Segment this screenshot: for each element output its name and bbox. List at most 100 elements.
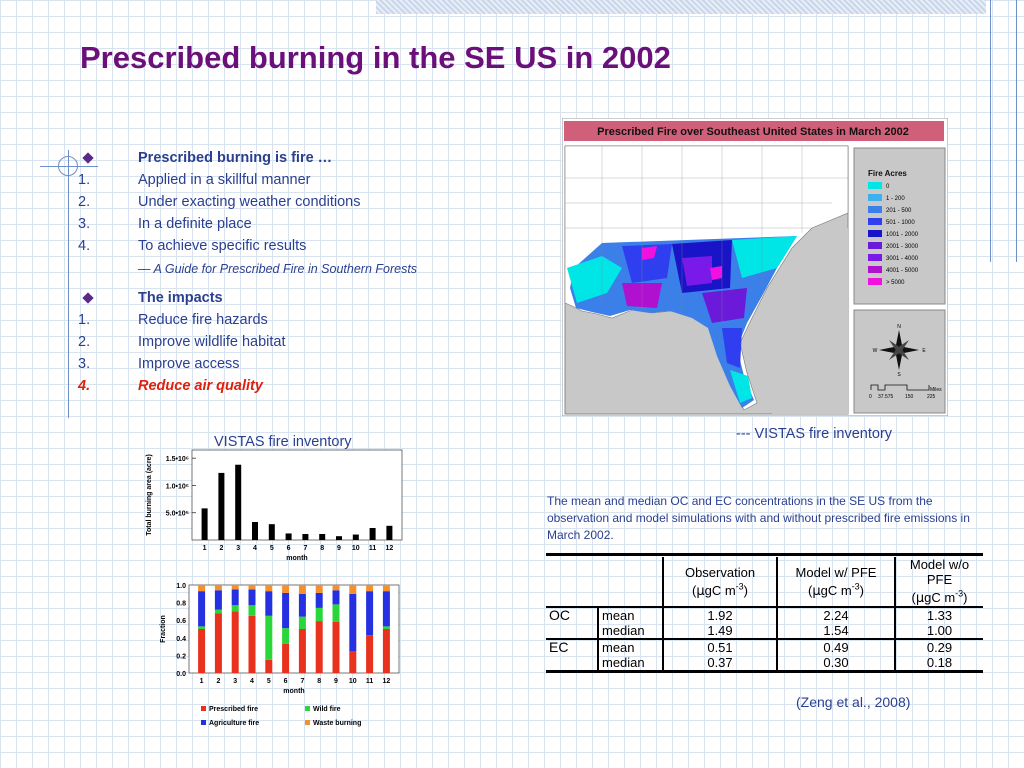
chart1-ytick-label: 1.5•10⁶ — [166, 456, 189, 463]
top-decoration-bar — [376, 0, 986, 14]
chart2-bar-segment — [231, 585, 239, 590]
unit-label: (μgC m-3) — [807, 581, 865, 599]
chart1-bar — [352, 534, 359, 540]
list-item: 3. Improve access — [72, 356, 492, 378]
legend-swatch — [868, 206, 882, 213]
chart1-bar — [302, 534, 309, 540]
chart2-bar-segment — [349, 651, 357, 673]
chart2-bar-segment — [214, 613, 222, 673]
chart1-bar — [336, 536, 342, 540]
chart2-xtick-label: 2 — [216, 678, 220, 685]
legend-swatch — [868, 194, 882, 201]
chart2-bar-segment — [332, 585, 340, 591]
legend-swatch — [868, 266, 882, 273]
caption-left: VISTAS fire inventory — [214, 434, 352, 450]
scale-tick-label: 225 — [927, 394, 936, 400]
chart1-bar — [201, 508, 208, 540]
bullet-list: Prescribed burning is fire … 1. Applied i… — [72, 150, 492, 400]
legend-swatch — [868, 230, 882, 237]
legend-label: 0 — [886, 184, 890, 190]
value-cell: 1.92 — [662, 607, 777, 624]
chart2-bar-segment — [248, 589, 256, 606]
chart2-xtick-label: 4 — [250, 678, 254, 685]
chart2-xtick-label: 1 — [200, 678, 204, 685]
col-observation: Observation (μgC m-3) — [662, 557, 777, 608]
value-cell: 1.54 — [776, 623, 895, 640]
list-text: Applied in a skillful manner — [138, 172, 311, 188]
chart2-xlabel: month — [283, 688, 304, 695]
chart2-bar-segment — [382, 626, 390, 629]
col-model-with: Model w/ PFE (μgC m-3) — [776, 557, 895, 608]
chart2-bar-segment — [282, 643, 290, 673]
chart2-bar-segment — [315, 585, 323, 593]
chart1-bar — [235, 464, 242, 540]
chart2-bar-segment — [366, 635, 374, 673]
col-model-without: Model w/o PFE (μgC m-3) — [894, 557, 983, 608]
legend-swatch — [868, 278, 882, 285]
stat-cell: median — [597, 623, 663, 640]
scale-unit: Miles — [930, 387, 942, 393]
table-row: median 0.37 0.30 0.18 — [546, 655, 983, 672]
page-title: Prescribed burning in the SE US in 2002 — [80, 40, 671, 75]
chart2-bar-segment — [282, 592, 290, 629]
scale-tick-label: 0 — [869, 394, 872, 400]
chart2-bar-segment — [214, 609, 222, 614]
list-number: 1. — [78, 312, 91, 328]
chart2-legend-swatch — [201, 706, 206, 711]
map-title: Prescribed Fire over Southeast United St… — [597, 126, 909, 138]
chart1-frame — [191, 449, 403, 541]
chart2-bar-segment — [265, 659, 273, 673]
group-cell: EC — [549, 639, 569, 656]
list-item: 2. Under exacting weather conditions — [72, 194, 492, 216]
chart2-bar-segment — [248, 615, 256, 673]
left-vertical-rule — [68, 150, 69, 418]
value-cell: 0.18 — [894, 655, 983, 672]
compass-w: W — [873, 348, 878, 354]
table-description: The mean and median OC and EC concentrat… — [547, 494, 970, 542]
compass-s: S — [897, 372, 901, 378]
list-text: Reduce fire hazards — [138, 312, 268, 328]
stat-cell: median — [597, 655, 663, 672]
chart2-xtick-label: 9 — [334, 678, 338, 685]
chart2-bar-segment — [349, 585, 357, 594]
legend-swatch — [868, 242, 882, 249]
chart2-xtick-label: 6 — [284, 678, 288, 685]
legend-label: 501 - 1000 — [886, 220, 915, 226]
list-number: 3. — [78, 356, 91, 372]
scale-bar — [870, 384, 930, 391]
list-item: 2. Improve wildlife habitat — [72, 334, 492, 356]
chart2-bar-segment — [315, 607, 323, 622]
chart2-xtick-label: 11 — [366, 678, 374, 685]
list-text: Under exacting weather conditions — [138, 194, 361, 210]
chart1-ylabel: Total burning area (acre) — [146, 454, 153, 536]
chart2-bar-segment — [332, 621, 340, 673]
legend-swatch — [868, 218, 882, 225]
group-cell: OC — [549, 607, 570, 624]
chart1-bar — [386, 525, 393, 540]
chart2-bar-segment — [265, 591, 273, 616]
chart2-bar-segment — [382, 591, 390, 627]
chart2-bar-segment — [332, 604, 340, 622]
value-cell: 0.51 — [662, 639, 777, 656]
chart2-bar-segment — [198, 585, 206, 592]
chart2-frame — [188, 584, 400, 674]
chart1-xtick-label: 3 — [236, 545, 240, 552]
diamond-bullet-icon — [82, 152, 94, 164]
value-cell: 2.24 — [776, 607, 895, 624]
chart2-bar-segment — [248, 605, 256, 616]
chart2-bar-segment — [298, 585, 306, 594]
stat-cell: mean — [597, 639, 663, 656]
chart2-ytick-label: 0.8 — [176, 601, 186, 608]
chart2-ylabel: Fraction — [160, 615, 167, 643]
chart2-legend-label: Prescribed fire — [209, 706, 258, 713]
group-cell — [546, 655, 598, 672]
list-text: To achieve specific results — [138, 238, 307, 254]
chart1-ytick-label: 1.0•10⁶ — [166, 483, 189, 490]
legend-label: > 5000 — [886, 280, 905, 286]
table-header-row: Observation (μgC m-3) Model w/ PFE (μgC m-… — [546, 557, 983, 608]
chart1-xtick-label: 1 — [203, 545, 207, 552]
list-item: 1. Applied in a skillful manner — [72, 172, 492, 194]
chart2-bar-segment — [298, 593, 306, 617]
list-number: 1. — [78, 172, 91, 188]
value-cell: 0.30 — [776, 655, 895, 672]
